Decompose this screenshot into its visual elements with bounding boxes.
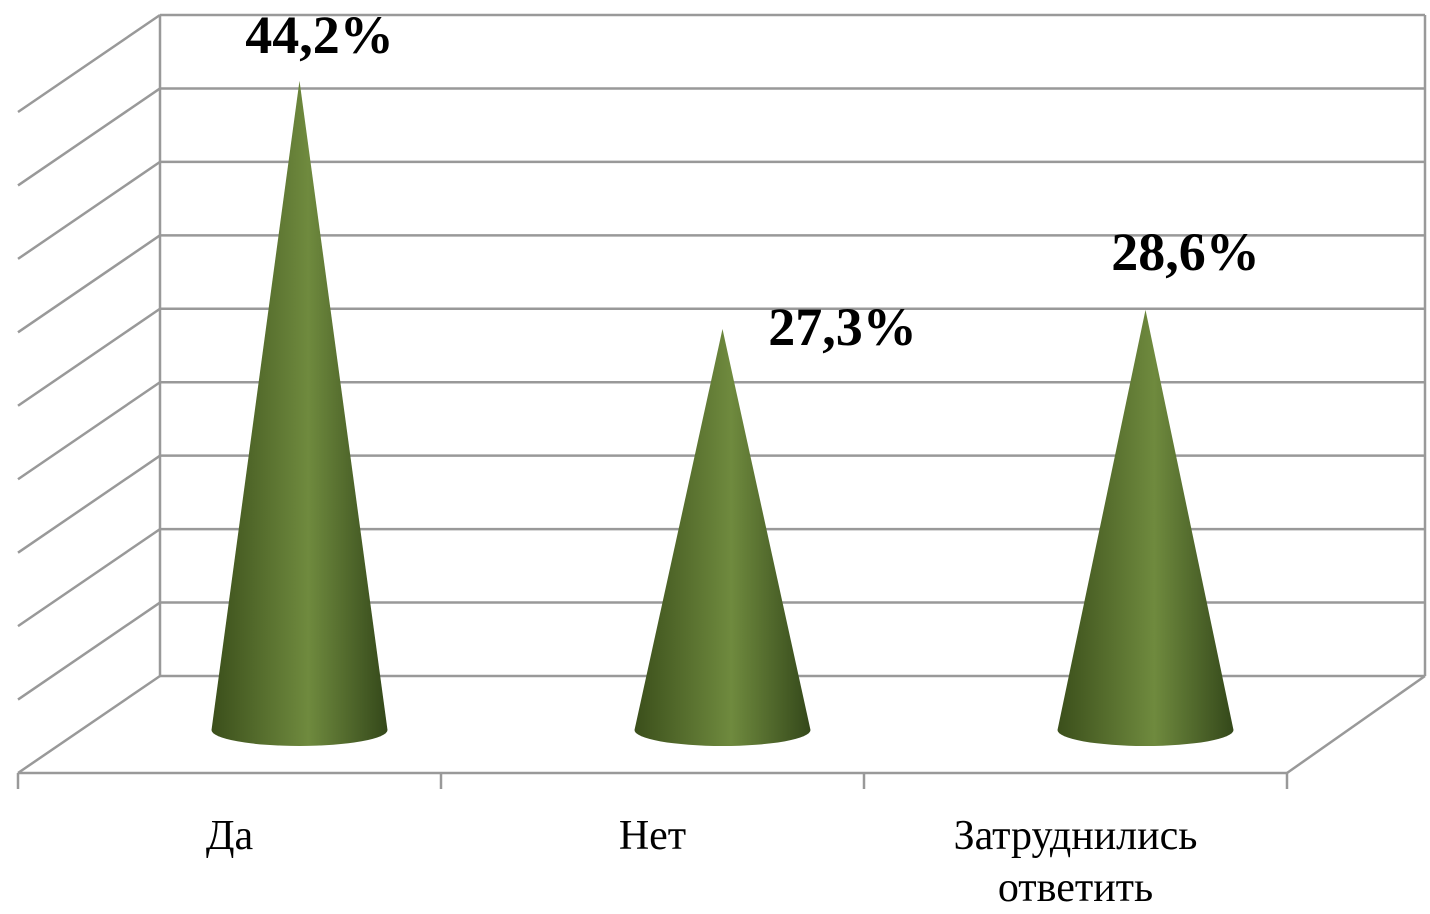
floor-edge (1286, 674, 1426, 775)
grid-line (17, 674, 161, 775)
x-tick-label: Нет (618, 813, 687, 859)
data-label: 28,6% (1111, 222, 1260, 282)
grid-line (17, 13, 161, 114)
cone (211, 80, 388, 746)
x-tick-label: Затруднились ответить (953, 813, 1198, 911)
cone (1057, 309, 1234, 746)
grid-line (17, 381, 161, 481)
data-label: 27,3% (768, 297, 917, 357)
grid-line (17, 454, 161, 554)
x-tick-label: Да (205, 813, 254, 859)
grid-line (17, 87, 161, 187)
cone (634, 328, 811, 746)
grid-line (17, 307, 161, 407)
grid-line (17, 160, 161, 260)
grid-line (17, 528, 161, 628)
grid-line (17, 601, 161, 701)
grid-line (17, 234, 161, 334)
data-label: 44,2% (245, 5, 394, 65)
